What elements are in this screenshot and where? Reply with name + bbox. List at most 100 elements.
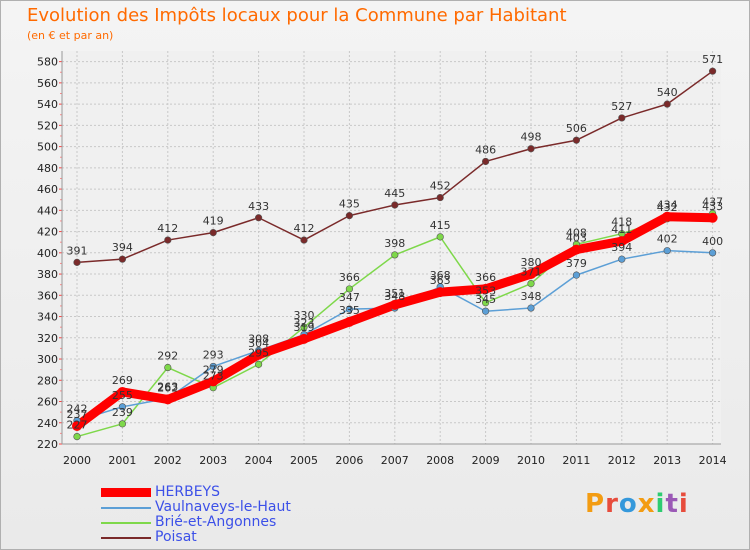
data-point xyxy=(73,258,81,266)
data-point xyxy=(164,236,172,244)
data-point xyxy=(255,214,263,222)
data-point xyxy=(117,386,128,397)
data-label: 348 xyxy=(384,290,405,303)
data-point xyxy=(209,362,217,371)
data-label: 486 xyxy=(475,143,496,156)
data-label: 351 xyxy=(384,287,405,300)
data-point xyxy=(527,304,535,312)
y-tick-label: 340 xyxy=(37,311,58,324)
logo-letter: x xyxy=(637,489,656,519)
data-label: 437 xyxy=(702,196,723,209)
data-point xyxy=(345,285,354,293)
legend-swatch xyxy=(101,522,151,524)
data-point xyxy=(300,236,308,244)
data-point xyxy=(164,363,172,372)
data-point xyxy=(663,247,671,255)
x-tick-label: 2005 xyxy=(290,454,318,467)
data-label: 347 xyxy=(339,291,360,304)
data-point xyxy=(662,211,673,222)
x-tick-label: 2007 xyxy=(381,454,409,467)
data-point xyxy=(344,316,355,327)
data-label: 398 xyxy=(384,237,405,250)
data-point xyxy=(391,251,399,259)
data-label: 412 xyxy=(294,222,315,235)
data-point xyxy=(72,420,82,431)
data-point xyxy=(118,420,126,428)
y-tick-label: 460 xyxy=(37,183,58,196)
y-tick-label: 320 xyxy=(37,332,58,345)
data-point xyxy=(708,249,717,257)
data-label: 263 xyxy=(157,380,178,393)
data-point xyxy=(527,280,535,288)
data-label: 527 xyxy=(611,100,632,113)
legend-label: Poisat xyxy=(155,529,197,545)
legend-label: Vaulnaveys-le-Haut xyxy=(155,499,291,515)
y-tick-label: 220 xyxy=(37,438,58,451)
logo-letter: o xyxy=(618,489,638,519)
data-label: 434 xyxy=(657,199,678,212)
data-label: 335 xyxy=(339,304,360,317)
x-tick-label: 2008 xyxy=(426,454,454,467)
data-label: 418 xyxy=(611,216,632,229)
data-label: 402 xyxy=(657,233,678,246)
proxiti-logo: Proxiti xyxy=(585,489,689,519)
data-point xyxy=(526,269,536,280)
legend-swatch xyxy=(101,507,151,509)
data-label: 269 xyxy=(112,374,133,387)
y-tick-label: 560 xyxy=(37,77,58,90)
data-label: 239 xyxy=(112,406,133,419)
legend-label: Brié-et-Angonnes xyxy=(155,514,277,530)
data-label: 435 xyxy=(339,198,360,211)
data-label: 540 xyxy=(657,86,678,99)
y-tick-label: 300 xyxy=(37,353,58,366)
y-tick-label: 360 xyxy=(37,289,58,302)
data-label: 412 xyxy=(157,222,178,235)
data-label: 432 xyxy=(657,201,678,214)
series-points xyxy=(72,67,718,441)
x-tick-label: 2000 xyxy=(63,454,91,467)
data-point xyxy=(708,67,717,75)
x-tick-label: 2011 xyxy=(562,454,590,467)
data-point xyxy=(345,212,354,220)
data-point xyxy=(618,114,626,122)
y-tick-label: 240 xyxy=(37,417,58,430)
logo-letter: i xyxy=(655,489,666,519)
y-tick-label: 380 xyxy=(37,268,58,281)
axes: 220 240 260 280 300 320 340 360 380 400 420 440 460 4… xyxy=(37,51,727,467)
data-label: 319 xyxy=(294,321,315,334)
data-label: 295 xyxy=(248,346,269,359)
data-label: 391 xyxy=(67,244,88,257)
data-label: 279 xyxy=(203,363,224,376)
data-label: 415 xyxy=(430,219,451,232)
data-label: 433 xyxy=(702,200,723,213)
data-point xyxy=(571,244,582,255)
y-tick-label: 580 xyxy=(37,56,58,69)
x-tick-label: 2003 xyxy=(199,454,227,467)
x-tick-label: 2001 xyxy=(108,454,136,467)
logo-letter: P xyxy=(585,489,606,519)
data-label: 348 xyxy=(521,290,542,303)
data-label: 293 xyxy=(203,348,224,361)
data-label: 445 xyxy=(384,187,405,200)
data-point xyxy=(391,201,399,209)
data-label: 366 xyxy=(475,271,496,284)
x-tick-label: 2013 xyxy=(653,454,681,467)
x-tick-label: 2004 xyxy=(245,454,273,467)
legend-swatch xyxy=(101,488,151,497)
y-tick-label: 500 xyxy=(37,141,58,154)
chart-subtitle: (en € et par an) xyxy=(27,29,114,42)
data-point xyxy=(300,323,308,331)
y-tick-label: 400 xyxy=(37,247,58,260)
data-label: 273 xyxy=(203,370,224,383)
data-point xyxy=(572,136,581,144)
data-point xyxy=(436,193,444,202)
logo-letter: r xyxy=(605,489,619,519)
data-label: 368 xyxy=(430,269,451,282)
x-tick-label: 2014 xyxy=(699,454,727,467)
data-label: 394 xyxy=(611,241,632,254)
data-label: 304 xyxy=(248,337,269,350)
legend-swatch xyxy=(101,537,151,539)
data-point xyxy=(482,307,490,315)
